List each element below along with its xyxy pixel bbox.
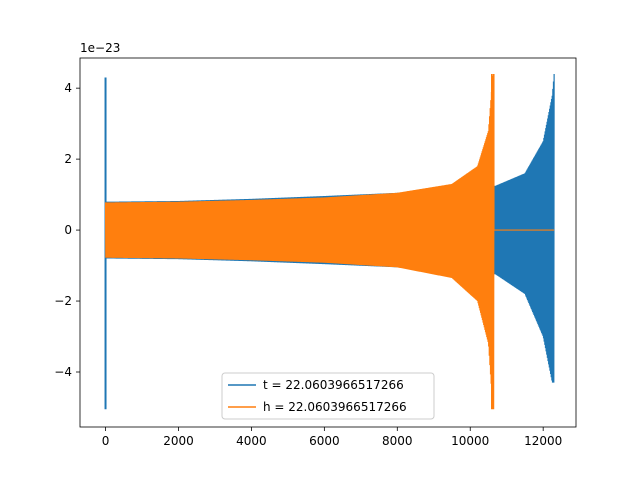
x-tick-label: 4000	[236, 434, 267, 448]
x-tick-label: 12000	[524, 434, 562, 448]
y-tick-label: −4	[54, 365, 72, 379]
legend-label-t: t = 22.0603966517266	[263, 378, 404, 392]
series-h-line	[104, 73, 555, 410]
x-axis: 0 2000 4000 6000 8000 10000 12000	[102, 427, 562, 448]
legend: t = 22.0603966517266 h = 22.060396651726…	[221, 372, 435, 420]
legend-box	[221, 372, 435, 420]
x-tick-label: 8000	[382, 434, 413, 448]
y-scale-label: 1e−23	[80, 41, 120, 55]
y-axis: −4 −2 0 2 4	[54, 81, 80, 379]
y-tick-label: 2	[64, 152, 72, 166]
x-tick-label: 2000	[163, 434, 194, 448]
x-tick-label: 6000	[309, 434, 340, 448]
legend-label-h: h = 22.0603966517266	[263, 400, 407, 414]
x-tick-label: 0	[102, 434, 110, 448]
plot-frame	[79, 57, 577, 428]
x-tick-label: 10000	[451, 434, 489, 448]
y-tick-label: −2	[54, 294, 72, 308]
y-tick-label: 0	[64, 223, 72, 237]
series-layer	[104, 73, 555, 410]
y-tick-label: 4	[64, 81, 72, 95]
